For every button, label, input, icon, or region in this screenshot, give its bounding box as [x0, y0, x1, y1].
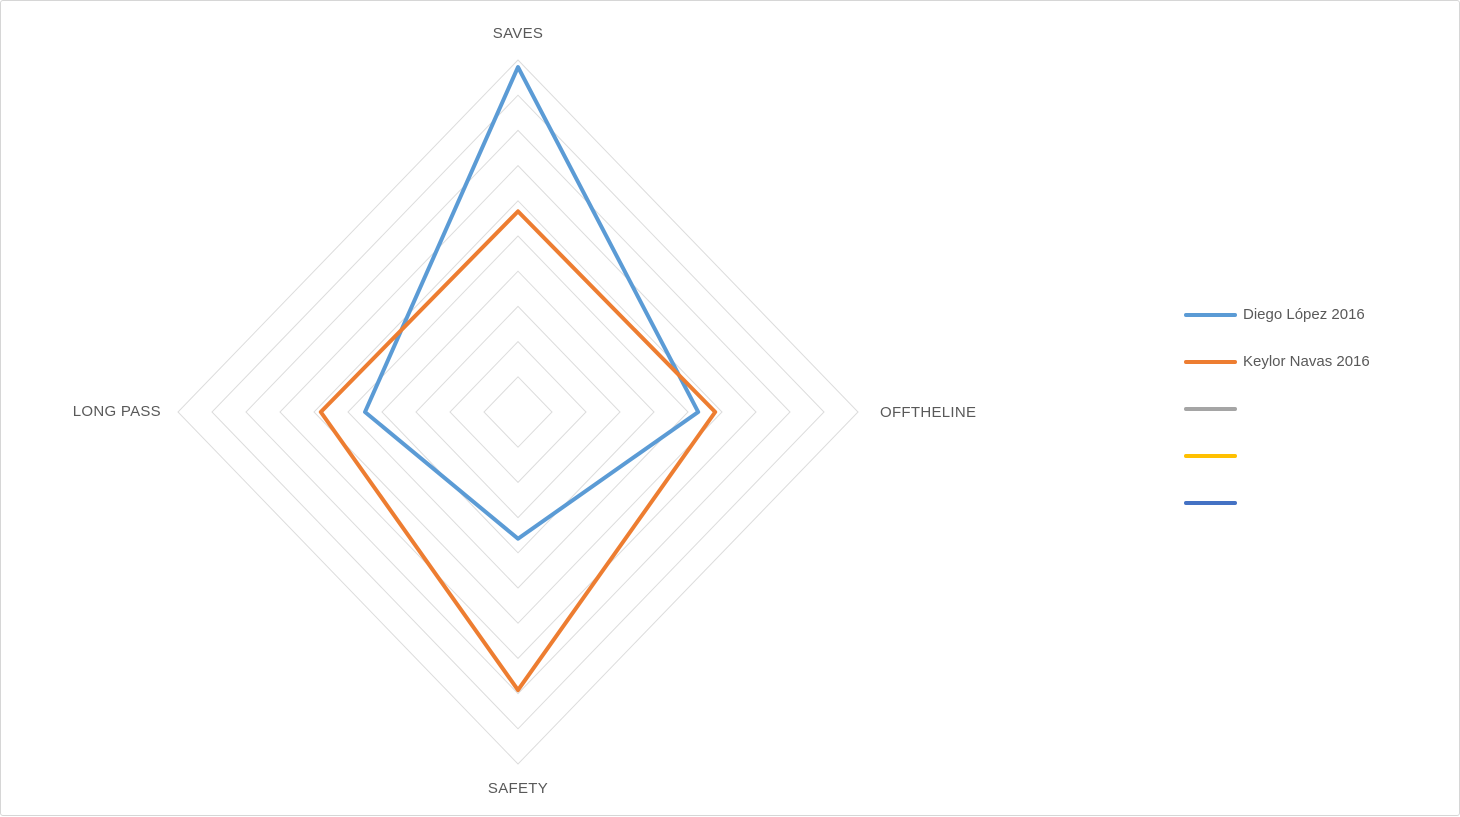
legend-item[interactable]: Keylor Navas 2016	[1184, 338, 1370, 385]
radar-gridline	[245, 129, 791, 695]
legend: Diego López 2016 Keylor Navas 2016	[1184, 291, 1370, 526]
legend-line-marker	[1184, 500, 1237, 505]
legend-line-marker	[1184, 453, 1237, 458]
radar-gridline	[177, 59, 859, 765]
radar-gridline	[211, 94, 825, 730]
radar-gridline	[483, 376, 553, 448]
legend-item[interactable]: Diego López 2016	[1184, 291, 1370, 338]
legend-item[interactable]	[1184, 432, 1370, 479]
legend-label: Keylor Navas 2016	[1243, 353, 1370, 370]
radar-gridline	[347, 235, 689, 589]
radar-gridline	[279, 164, 757, 660]
axis-label-safety: SAFETY	[487, 780, 549, 797]
axis-label-long-pass: LONG PASS	[72, 403, 161, 420]
legend-item[interactable]	[1184, 385, 1370, 432]
radar-gridline	[381, 270, 655, 554]
legend-line-marker	[1184, 312, 1237, 317]
legend-label: Diego López 2016	[1243, 306, 1365, 323]
radar-gridline	[415, 305, 621, 519]
radar-series	[318, 209, 718, 693]
legend-item[interactable]	[1184, 479, 1370, 526]
radar-gridline	[449, 340, 587, 484]
radar-gridline	[313, 200, 723, 624]
axis-label-offtheline: OFFTHELINE	[880, 404, 977, 421]
legend-line-marker	[1184, 359, 1237, 364]
legend-line-marker	[1184, 406, 1237, 411]
axis-label-saves: SAVES	[492, 25, 544, 42]
radar-series	[363, 65, 701, 541]
